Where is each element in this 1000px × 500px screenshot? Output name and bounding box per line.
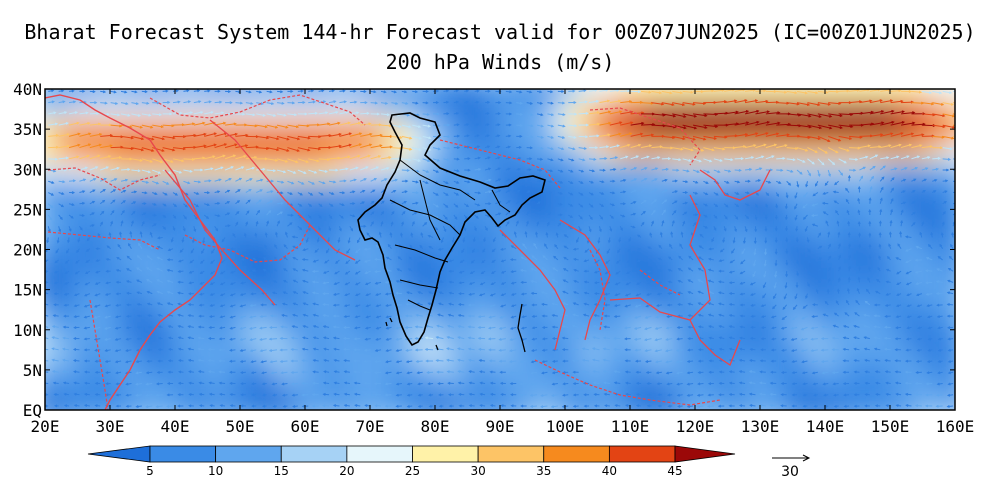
- wind-vector-head: [42, 348, 44, 350]
- shade-cell: [943, 197, 955, 222]
- shade-cell: [943, 217, 955, 242]
- shade-cell: [943, 277, 955, 302]
- wind-vector-head: [42, 359, 44, 361]
- wind-vector-head: [42, 336, 44, 338]
- shade-cell: [943, 317, 955, 342]
- shade-cell: [943, 237, 955, 262]
- wind-vector-head: [956, 170, 958, 172]
- wind-vector-head: [42, 325, 44, 327]
- wind-vector-head: [956, 191, 958, 193]
- wind-speed-shading: [45, 89, 955, 410]
- chart-subtitle: 200 hPa Winds (m/s): [385, 50, 615, 74]
- wind-vector-head: [956, 181, 958, 183]
- chart-title: Bharat Forecast System 144-hr Forecast v…: [24, 20, 976, 44]
- shade-cell: [943, 357, 955, 382]
